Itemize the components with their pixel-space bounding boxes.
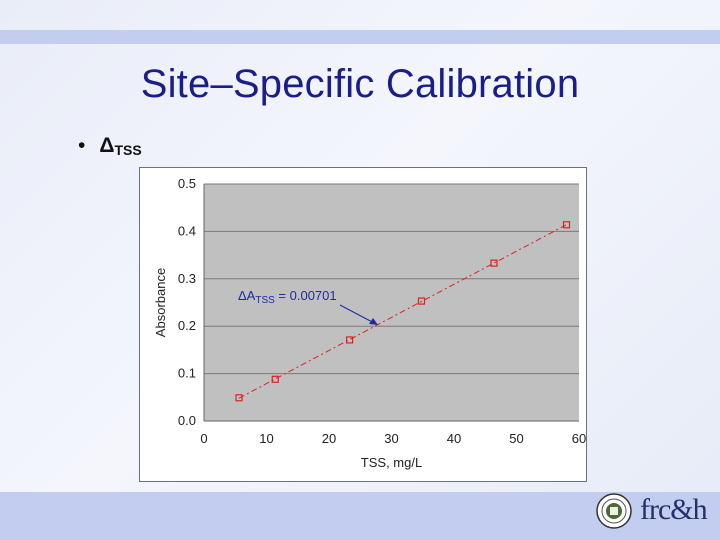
x-tick-label: 0 — [200, 431, 207, 446]
annotation-arrowhead — [369, 318, 378, 325]
trendline — [238, 224, 567, 399]
data-point — [235, 394, 243, 402]
y-tick-label: 0.5 — [178, 176, 196, 191]
bullet-subscript: TSS — [114, 142, 142, 158]
data-point — [417, 297, 426, 305]
calibration-chart: 0.0 0.1 0.2 0.3 0.4 0.5 0 10 20 30 40 50 60 TSS, mg/L… — [153, 176, 586, 470]
x-tick-label: 10 — [259, 431, 273, 446]
chart-frame: 0.0 0.1 0.2 0.3 0.4 0.5 0 10 20 30 40 50 60 TSS, mg/L… — [139, 167, 587, 482]
x-tick-label: 60 — [572, 431, 586, 446]
y-axis-label: Absorbance — [153, 268, 168, 337]
x-tick-label: 50 — [509, 431, 523, 446]
top-decorative-band — [0, 30, 720, 44]
annotation-arrow — [339, 304, 377, 325]
data-point — [271, 375, 279, 383]
y-tick-label: 0.2 — [178, 318, 196, 333]
y-tick-label: 0.0 — [178, 413, 196, 428]
bullet-item: • ΔTSS — [78, 134, 142, 158]
data-point — [562, 221, 571, 229]
y-tick-label: 0.4 — [178, 223, 196, 238]
data-point — [490, 259, 498, 267]
plot-area — [204, 184, 579, 421]
seal-logo-icon — [596, 493, 632, 529]
trendline-annotation: ΔATSS = 0.00701 — [238, 288, 337, 306]
data-point — [346, 336, 354, 344]
x-axis-label: TSS, mg/L — [361, 455, 422, 470]
slide-title: Site–Specific Calibration — [140, 62, 580, 106]
x-tick-label: 30 — [384, 431, 398, 446]
frch-logo: frc&h — [640, 493, 708, 526]
bullet-marker: • — [78, 134, 86, 157]
y-tick-label: 0.3 — [178, 271, 196, 286]
delta-symbol: Δ — [99, 134, 115, 157]
x-tick-label: 40 — [447, 431, 461, 446]
x-tick-label: 20 — [322, 431, 336, 446]
y-tick-label: 0.1 — [178, 366, 196, 381]
